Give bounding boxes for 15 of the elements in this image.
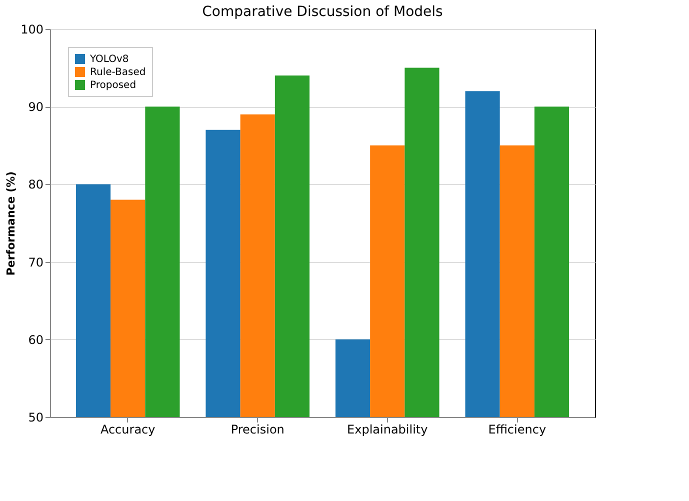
x-tick-label: Precision [230, 422, 284, 436]
y-tick-label: 70 [28, 255, 44, 270]
x-tick-label: Efficiency [488, 422, 546, 436]
legend-label: YOLOv8 [89, 54, 129, 65]
y-tick-label: 80 [28, 178, 44, 192]
y-tick-label: 50 [28, 410, 44, 424]
x-tick-label: Accuracy [100, 422, 156, 436]
y-tick-label: 100 [20, 22, 44, 36]
legend-label: Proposed [90, 80, 136, 91]
y-tick-label: 60 [28, 332, 44, 347]
chart-title: Comparative Discussion of Models [202, 4, 443, 20]
y-axis-title: Performance (%) [4, 171, 18, 276]
x-tick-label: Explainability [347, 422, 428, 436]
y-tick-label: 90 [28, 100, 44, 114]
legend-label: Rule-Based [90, 67, 146, 78]
